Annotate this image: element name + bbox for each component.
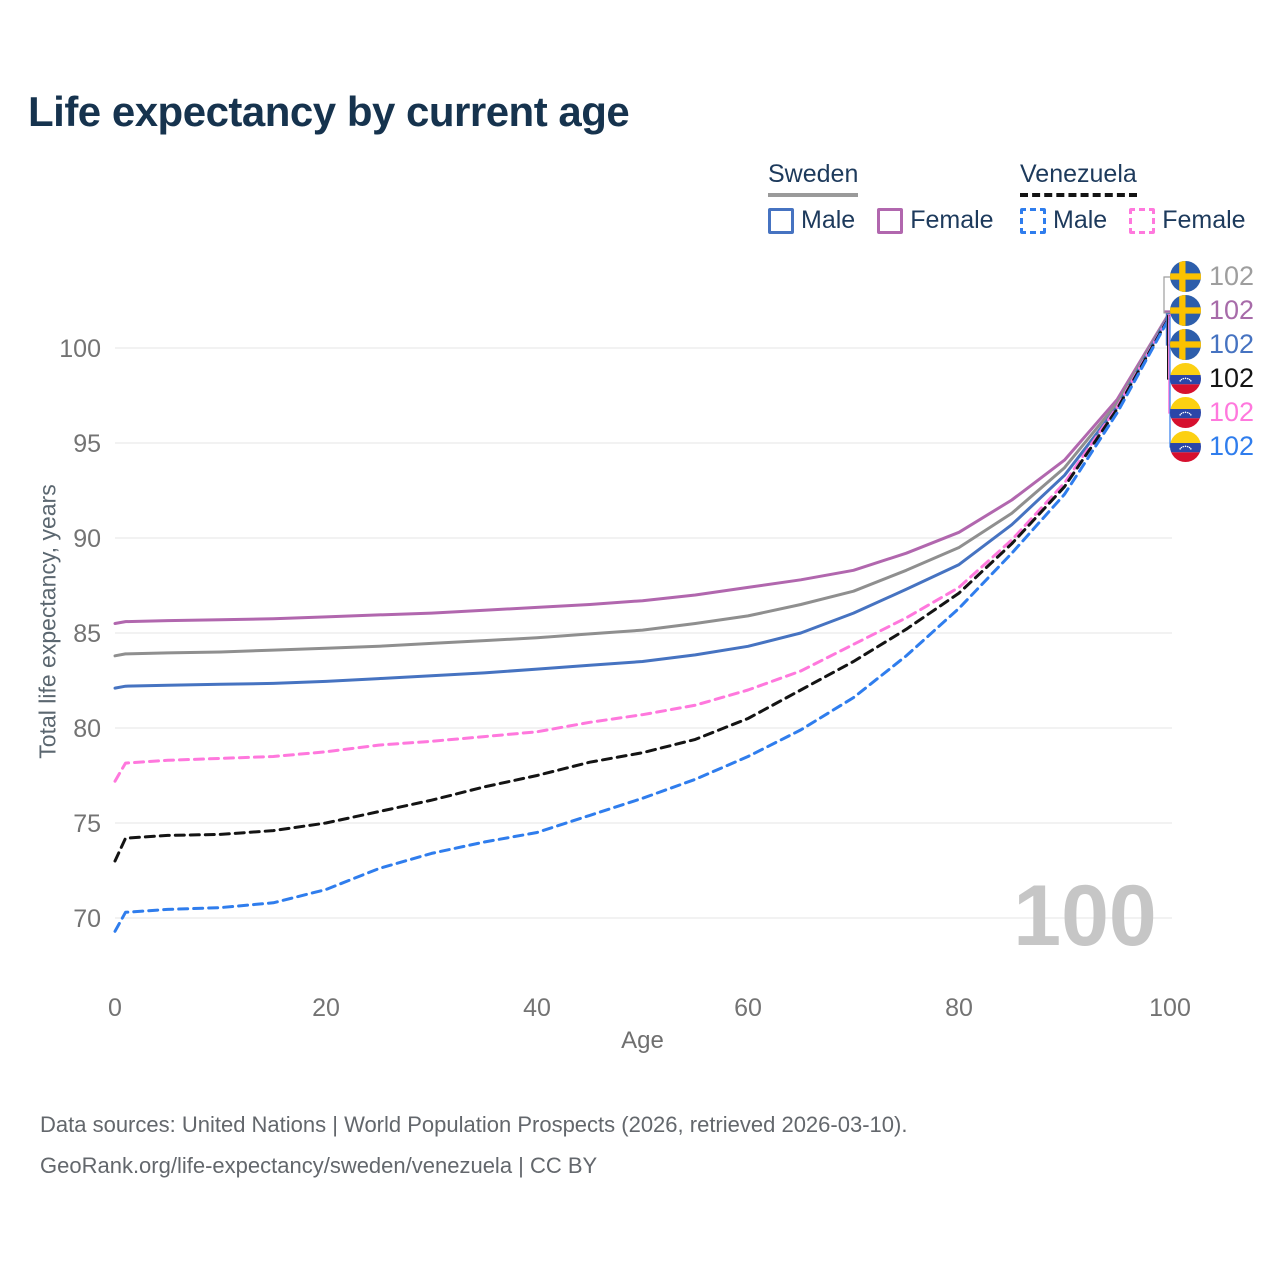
legend-group-sweden: Sweden Male Female — [768, 160, 994, 235]
leader-line-sweden-female — [1164, 310, 1172, 313]
end-label-venezuela-male: 102 — [1170, 431, 1254, 462]
series-line-venezuela-female[interactable] — [113, 313, 1172, 783]
footer-source-line: Data sources: United Nations | World Pop… — [40, 1112, 908, 1137]
x-tick-label-40: 40 — [523, 994, 551, 1022]
sweden-flag-icon — [1170, 295, 1201, 326]
series-line-sweden-both[interactable] — [113, 311, 1172, 658]
current-age-watermark: 100 — [1013, 868, 1157, 964]
series-line-sweden-female[interactable] — [113, 310, 1172, 625]
series-line-sweden-male[interactable] — [113, 312, 1172, 690]
venezuela-flag-icon — [1170, 431, 1201, 462]
legend-label-venezuela-male: Male — [1053, 206, 1108, 234]
legend-item-sweden-female[interactable]: Female — [877, 206, 994, 235]
x-tick-label-80: 80 — [945, 994, 973, 1022]
end-label-value-sweden-male: 102 — [1209, 329, 1255, 359]
y-tick-label-80: 80 — [73, 715, 101, 743]
end-label-venezuela-female: 102 — [1170, 397, 1254, 428]
end-label-value-venezuela-female: 102 — [1209, 397, 1255, 427]
venezuela-female-swatch-icon — [1129, 207, 1156, 234]
footer-attribution-line: GeoRank.org/life-expectancy/sweden/venez… — [40, 1153, 598, 1178]
venezuela-flag-icon — [1170, 397, 1201, 428]
end-label-venezuela-both: 102 — [1170, 363, 1254, 394]
end-label-sweden-both: 102 — [1170, 261, 1254, 292]
venezuela-male-swatch-icon — [1020, 207, 1046, 234]
y-tick-label-85: 85 — [73, 620, 101, 648]
venezuela-flag-icon — [1170, 363, 1201, 394]
end-label-sweden-female: 102 — [1170, 295, 1254, 326]
end-label-value-venezuela-male: 102 — [1209, 431, 1255, 461]
sweden-female-swatch-icon — [877, 207, 904, 234]
series-line-venezuela-both[interactable] — [113, 314, 1172, 863]
x-axis-title: Age — [621, 1027, 664, 1054]
x-tick-label-60: 60 — [734, 994, 762, 1022]
end-label-value-sweden-female: 102 — [1209, 295, 1255, 325]
sweden-flag-icon — [1170, 261, 1201, 292]
legend-header-sweden[interactable]: Sweden — [768, 160, 859, 197]
legend-group-venezuela: Venezuela Male Female — [1020, 160, 1246, 235]
end-label-value-sweden-both: 102 — [1209, 261, 1255, 291]
series-line-venezuela-male[interactable] — [113, 315, 1172, 933]
y-tick-label-95: 95 — [73, 430, 101, 458]
legend-item-sweden-male[interactable]: Male — [768, 206, 855, 235]
x-tick-label-100: 100 — [1149, 994, 1191, 1022]
legend-item-venezuela-female[interactable]: Female — [1129, 206, 1246, 235]
x-tick-label-20: 20 — [312, 994, 340, 1022]
leader-line-sweden-both — [1163, 276, 1172, 314]
legend-item-venezuela-male[interactable]: Male — [1020, 206, 1107, 235]
sweden-male-swatch-icon — [768, 207, 794, 234]
legend-header-venezuela[interactable]: Venezuela — [1020, 160, 1137, 197]
x-tick-label-0: 0 — [108, 994, 122, 1022]
legend-items-venezuela: Male Female — [1020, 206, 1246, 235]
page-title: Life expectancy by current age — [28, 88, 630, 135]
y-tick-label-90: 90 — [73, 525, 101, 553]
legend-items-sweden: Male Female — [768, 206, 994, 235]
y-tick-label-100: 100 — [59, 335, 101, 363]
sweden-flag-icon — [1170, 329, 1201, 360]
end-label-sweden-male: 102 — [1170, 329, 1254, 360]
legend-label-sweden-female: Female — [910, 206, 994, 234]
y-tick-label-70: 70 — [73, 905, 101, 933]
y-tick-label-75: 75 — [73, 810, 101, 838]
legend-label-venezuela-female: Female — [1162, 206, 1246, 234]
footer: Data sources: United Nations | World Pop… — [40, 1104, 907, 1186]
end-label-value-venezuela-both: 102 — [1209, 363, 1255, 393]
legend-label-sweden-male: Male — [801, 206, 856, 234]
